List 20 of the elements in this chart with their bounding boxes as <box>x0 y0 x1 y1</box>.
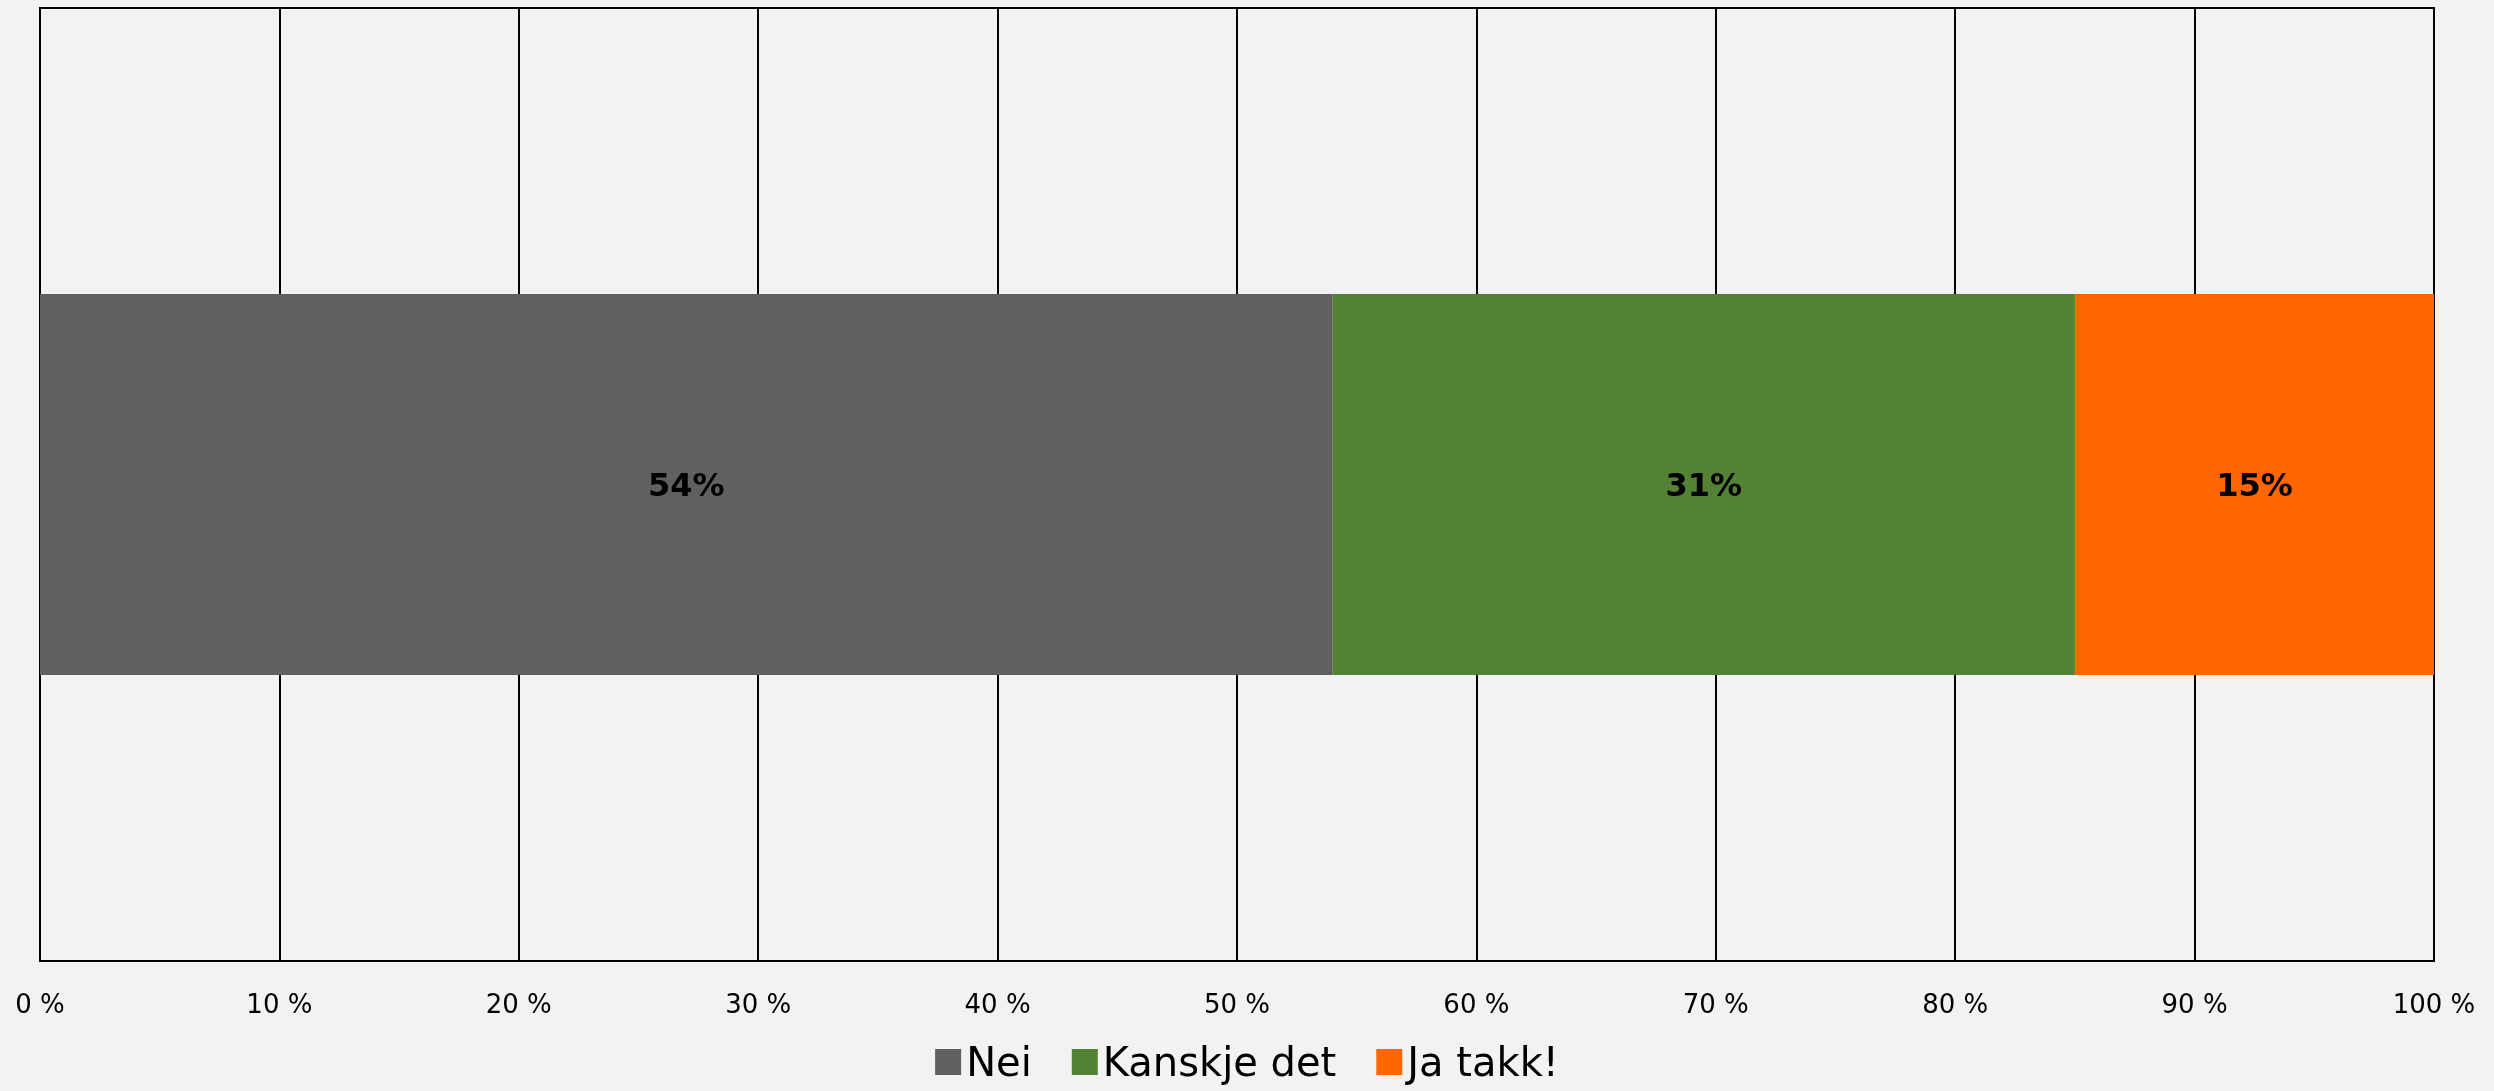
x-tick-label: 40 % <box>964 989 1031 1019</box>
bar <box>2074 293 2434 676</box>
x-tick-label: 100 % <box>2392 989 2476 1019</box>
x-tick-label: 30 % <box>725 989 792 1019</box>
x-tick-label: 90 % <box>2161 989 2228 1019</box>
bar <box>1332 293 2075 676</box>
x-tick-label: 60 % <box>1443 989 1510 1019</box>
x-tick-label: 10 % <box>246 989 313 1019</box>
legend-label: Ja takk! <box>1404 1039 1559 1085</box>
legend-label: Nei <box>966 1039 1032 1085</box>
data-label: 15% <box>2216 465 2293 504</box>
x-tick-label: 50 % <box>1203 989 1271 1019</box>
data-label: 31% <box>1665 465 1743 504</box>
x-tick-label: 80 % <box>1922 989 1989 1019</box>
x-tick-label: 0 % <box>15 989 65 1019</box>
bar <box>40 293 1333 676</box>
data-label: 54% <box>648 465 725 504</box>
x-tick-label: 20 % <box>485 989 552 1019</box>
legend-label: Kanskje det <box>1102 1039 1337 1085</box>
x-tick-label: 70 % <box>1682 989 1749 1019</box>
